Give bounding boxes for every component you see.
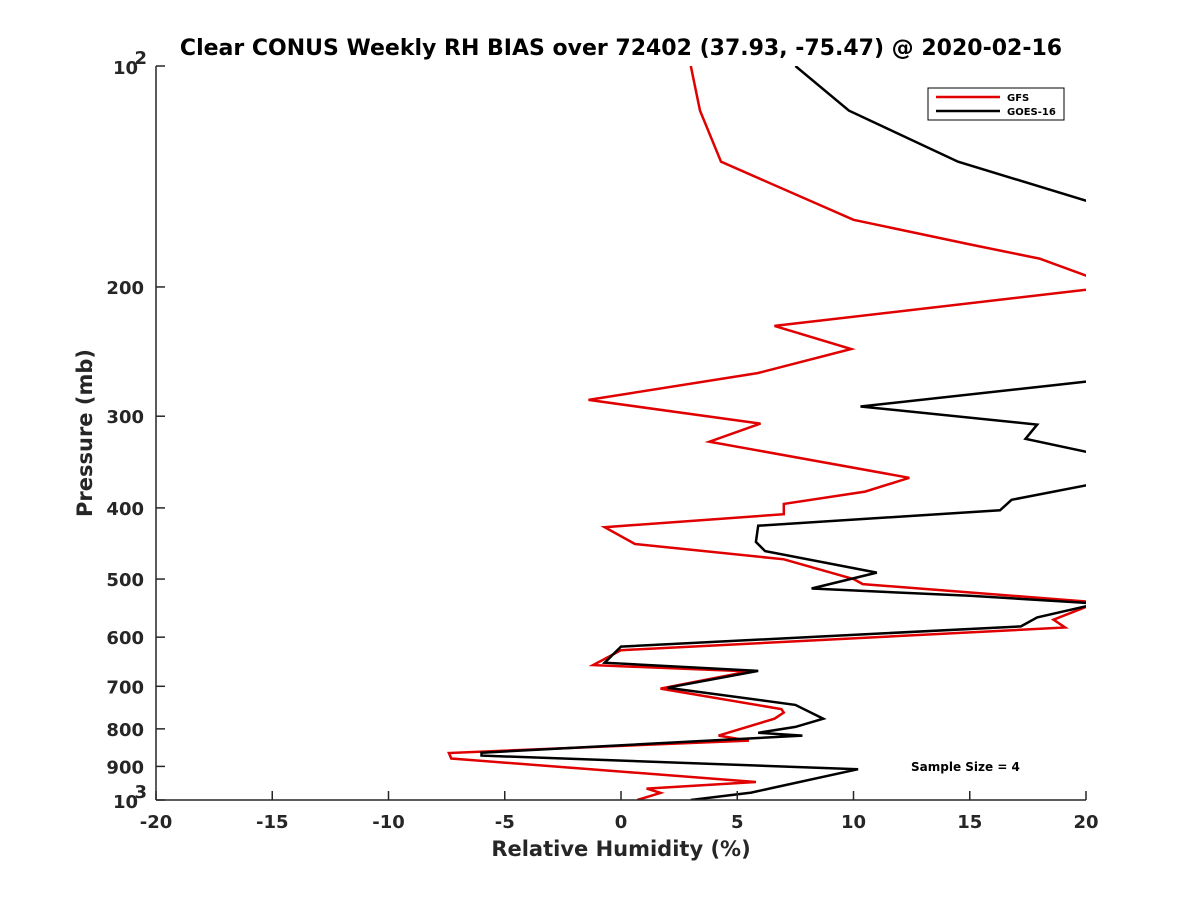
y-tick-label: 800 (106, 720, 144, 741)
series-layer (447, 66, 1086, 800)
legend-label-goes-16: GOES-16 (1007, 107, 1056, 118)
x-tick-label: -5 (495, 812, 515, 833)
x-tick-label: 5 (731, 812, 744, 833)
y-tick-exponent: 3 (134, 782, 147, 803)
legend-label-gfs: GFS (1007, 93, 1029, 104)
y-tick-label: 700 (106, 677, 144, 698)
x-tick-label: -20 (140, 812, 173, 833)
legend: GFS GOES-16 (927, 87, 1065, 121)
x-tick-label: 0 (615, 812, 628, 833)
series-line-gfs (447, 66, 1086, 800)
plot-area (156, 66, 1086, 800)
sample-size-annotation: Sample Size = 4 (911, 760, 1020, 774)
chart-title: Clear CONUS Weekly RH BIAS over 72402 (3… (180, 36, 1062, 61)
y-tick-label: 400 (106, 499, 144, 520)
y-axis-label: Pressure (mb) (73, 349, 97, 517)
y-tick-label: 10 (113, 58, 138, 79)
x-tick-label: -10 (372, 812, 405, 833)
y-tick-label: 300 (106, 407, 144, 428)
y-tick-exponent: 2 (134, 48, 147, 69)
series-line-goes-16 (480, 66, 1086, 800)
y-tick-label: 600 (106, 628, 144, 649)
x-tick-label: 15 (957, 812, 982, 833)
x-tick-label: 10 (841, 812, 866, 833)
x-tick-label: 20 (1073, 812, 1098, 833)
x-axis-label: Relative Humidity (%) (491, 837, 750, 861)
x-tick-label: -15 (256, 812, 289, 833)
x-ticks: -20 -15 -10 -5 0 5 10 15 20 (140, 791, 1099, 833)
legend-box (927, 87, 1065, 121)
y-tick-label: 500 (106, 570, 144, 591)
y-tick-label: 10 (113, 792, 138, 813)
y-tick-label: 200 (106, 278, 144, 299)
y-tick-label: 900 (106, 757, 144, 778)
